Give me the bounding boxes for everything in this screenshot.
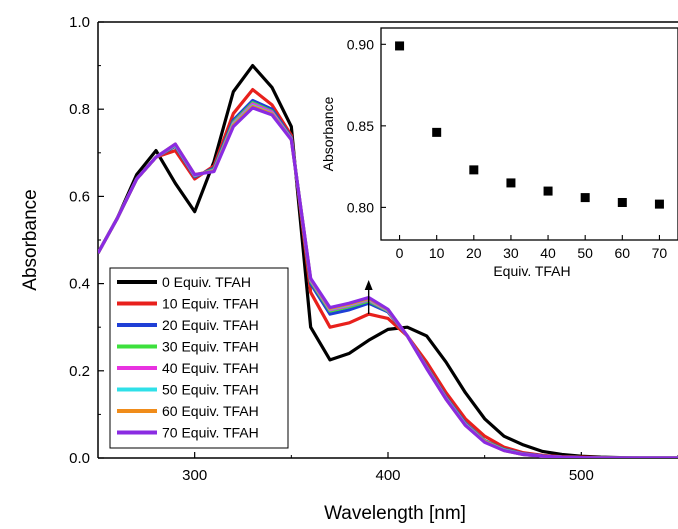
series-line-7 (98, 106, 678, 458)
legend-label: 30 Equiv. TFAH (162, 339, 259, 355)
inset-y-tick-label: 0.85 (347, 118, 374, 134)
legend-label: 40 Equiv. TFAH (162, 360, 259, 376)
legend-label: 50 Equiv. TFAH (162, 382, 259, 398)
inset-point (543, 186, 553, 196)
y-tick-label: 0.2 (69, 363, 90, 380)
y-tick-label: 1.0 (69, 14, 90, 31)
y-tick-label: 0.8 (69, 101, 90, 118)
inset-point (654, 199, 664, 209)
legend-label: 20 Equiv. TFAH (162, 317, 259, 333)
inset-x-tick-label: 50 (577, 245, 593, 261)
inset-y-tick-label: 0.90 (347, 36, 374, 52)
arrow-head (364, 280, 373, 290)
y-tick-label: 0.0 (69, 450, 90, 467)
x-tick-label: 500 (569, 467, 594, 484)
x-tick-label: 400 (375, 467, 400, 484)
inset-x-tick-label: 0 (396, 245, 404, 261)
inset-point (617, 197, 627, 207)
x-tick-label: 300 (182, 467, 207, 484)
y-axis-label: Absorbance (20, 189, 41, 290)
legend-label: 0 Equiv. TFAH (162, 274, 251, 290)
legend-box (109, 267, 289, 449)
inset-point (506, 178, 516, 188)
inset-plot: 0.80 0.85 0.90 0 10 20 30 40 50 60 70 Equiv. TFAH Ab… (320, 27, 678, 279)
inset-x-tick-label: 40 (540, 245, 556, 261)
legend-label: 60 Equiv. TFAH (162, 403, 259, 419)
inset-y-tick-label: 0.80 (347, 199, 374, 215)
inset-x-tick-label: 10 (429, 245, 445, 261)
legend-label: 10 Equiv. TFAH (162, 296, 259, 312)
inset-x-tick-label: 70 (652, 245, 668, 261)
inset-x-tick-label: 30 (503, 245, 519, 261)
y-tick-label: 0.4 (69, 276, 90, 293)
inset-x-axis-label: Equiv. TFAH (493, 263, 570, 279)
inset-point (432, 127, 442, 137)
inset-frame (380, 27, 678, 241)
inset-x-tick-label: 20 (466, 245, 482, 261)
inset-point (580, 193, 590, 203)
x-axis-label: Wavelength [nm] (324, 503, 466, 524)
inset-y-axis-label: Absorbance (320, 96, 336, 171)
legend-label: 70 Equiv. TFAH (162, 425, 259, 441)
y-tick-label: 0.6 (69, 188, 90, 205)
inset-point (469, 165, 479, 175)
legend: 0 Equiv. TFAH 10 Equiv. TFAH 20 Equiv. TFA… (109, 267, 289, 449)
inset-x-tick-label: 60 (615, 245, 631, 261)
inset-point (395, 41, 405, 51)
